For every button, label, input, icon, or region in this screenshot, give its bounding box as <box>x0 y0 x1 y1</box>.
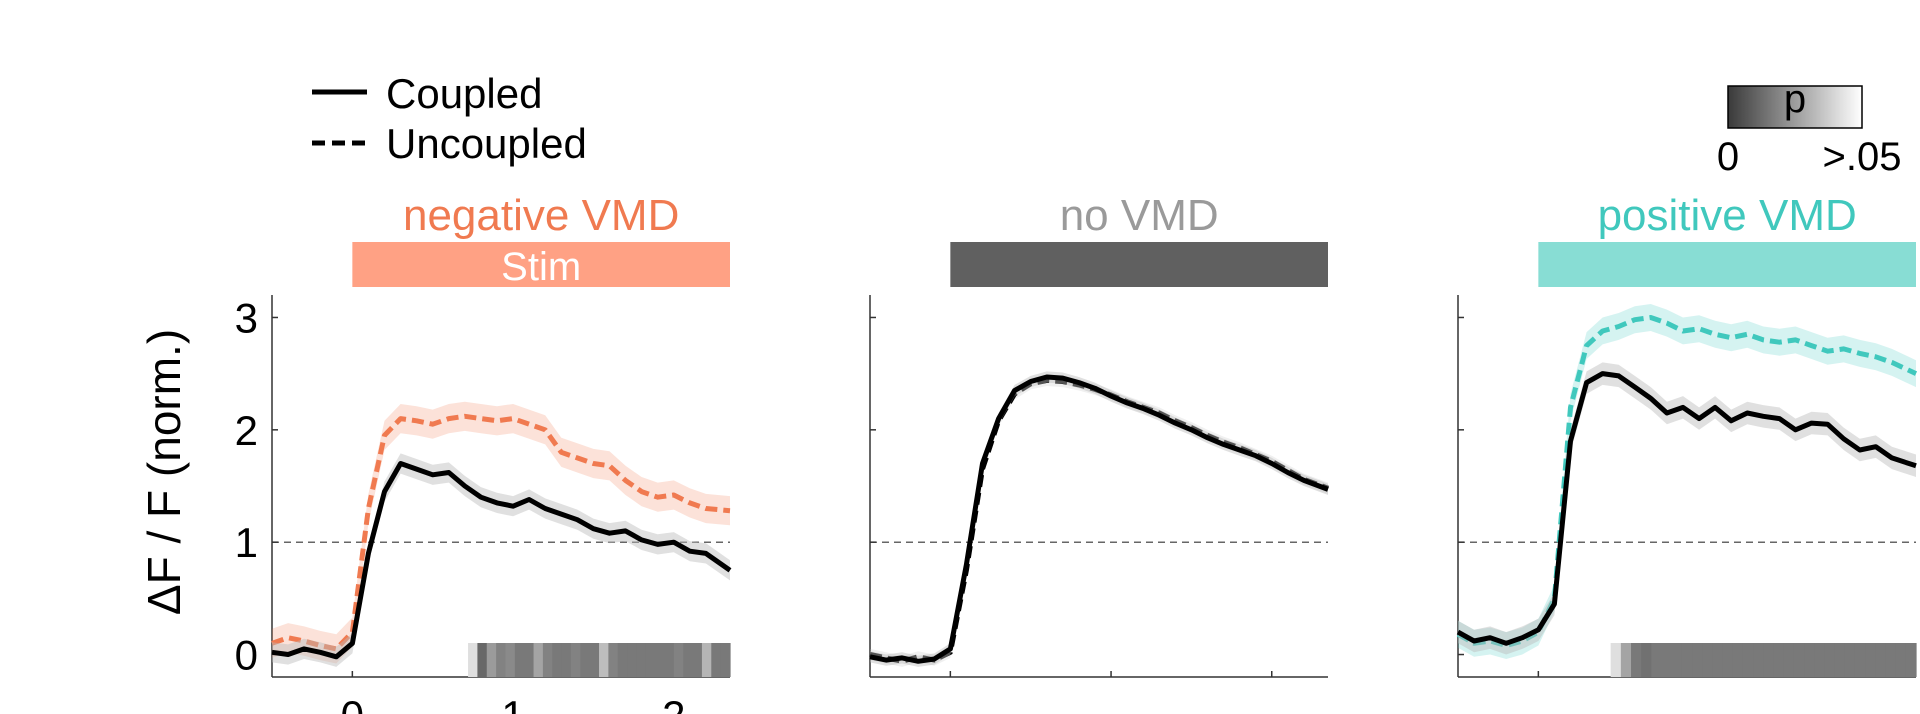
pvalue-cell <box>1895 643 1907 677</box>
pvalue-cell <box>580 643 591 677</box>
pvalue-cell <box>1620 643 1632 677</box>
pvalue-cell <box>1844 643 1856 677</box>
series-line-coupled <box>271 461 732 660</box>
pvalue-cell <box>496 643 507 677</box>
pvalue-cell <box>692 643 703 677</box>
pvalue-cell <box>1681 643 1693 677</box>
sem-band-coupled <box>272 453 730 667</box>
pvalue-min-label: 0 <box>1717 135 1739 179</box>
pvalue-cell <box>1641 643 1652 677</box>
pvalue-cell <box>505 643 516 677</box>
x-tick-label: 0 <box>341 692 364 714</box>
pvalue-cell <box>1834 643 1846 677</box>
pvalue-cell <box>711 643 722 677</box>
panel-negative-vmd: negative VMD Stim 0 1 2 3 0 1 2 <box>235 191 732 714</box>
pvalue-cell <box>552 643 563 677</box>
series-line-coupled <box>869 374 1329 664</box>
panel-title: negative VMD <box>403 191 679 240</box>
pvalue-cell <box>1865 643 1876 677</box>
sem-band-uncoupled <box>870 374 1328 667</box>
pvalue-cell <box>1753 643 1764 677</box>
pvalue-gradient <box>1727 85 1863 129</box>
panel-title: no VMD <box>1060 191 1219 240</box>
pvalue-cell <box>542 643 553 677</box>
y-tick-label: 1 <box>235 519 258 566</box>
pvalue-cell <box>627 643 638 677</box>
panel-positive-vmd: positive VMD <box>1456 191 1918 678</box>
y-tick-label: 2 <box>235 407 258 454</box>
stim-bar <box>950 242 1328 287</box>
pvalue-cell <box>477 643 488 677</box>
pvalue-cell <box>1793 643 1805 677</box>
stim-label: Stim <box>501 245 581 289</box>
legend-uncoupled-label: Uncoupled <box>386 120 587 167</box>
sem-band-uncoupled <box>1458 304 1916 659</box>
pvalue-cell <box>1854 643 1866 677</box>
pvalue-cell <box>1722 643 1734 677</box>
pvalue-cell <box>589 643 600 677</box>
series-line-uncoupled <box>1456 315 1918 648</box>
pvalue-colorbar: p 0 >.05 <box>1717 77 1902 179</box>
pvalue-cell <box>645 643 656 677</box>
pvalue-max-label: >.05 <box>1823 135 1902 179</box>
legend-coupled-label: Coupled <box>386 70 542 117</box>
stim-bar <box>352 242 730 287</box>
series-line-uncoupled <box>869 377 1329 664</box>
pvalue-cell <box>570 643 581 677</box>
pvalue-cell <box>1692 643 1703 677</box>
x-tick-label: 1 <box>501 692 524 714</box>
pvalue-cell <box>1773 643 1785 677</box>
pvalue-label: p <box>1784 77 1806 121</box>
series-line-uncoupled <box>271 413 731 652</box>
pvalue-cell <box>1814 643 1825 677</box>
pvalue-cell <box>664 643 675 677</box>
x-tick-label: 2 <box>662 692 685 714</box>
pvalue-cell <box>1783 643 1795 677</box>
stim-bar <box>1538 242 1916 287</box>
pvalue-cell <box>1631 643 1642 677</box>
pvalue-cell <box>1671 643 1683 677</box>
pvalue-cell <box>1651 643 1663 677</box>
sem-band-uncoupled <box>272 401 730 664</box>
pvalue-cell <box>599 643 609 677</box>
pvalue-cell <box>1824 643 1836 677</box>
pvalue-cell <box>468 643 479 677</box>
panel-no-vmd: no VMD <box>869 191 1329 678</box>
pvalue-cell <box>636 643 647 677</box>
y-tick-label: 0 <box>235 632 258 679</box>
pvalue-cell <box>608 643 619 677</box>
pvalue-cell <box>683 643 694 677</box>
y-tick-label: 3 <box>235 294 258 341</box>
pvalue-cell <box>617 643 628 677</box>
pvalue-cell <box>701 643 712 677</box>
pvalue-cell <box>1905 643 1917 677</box>
pvalue-cell <box>524 643 535 677</box>
pvalue-cell <box>1661 643 1673 677</box>
pvalue-cell <box>1875 643 1887 677</box>
series-line-coupled <box>1456 371 1917 646</box>
pvalue-cell <box>655 643 666 677</box>
sem-band-coupled <box>870 371 1328 667</box>
pvalue-cell <box>673 643 684 677</box>
panels: negative VMD Stim 0 1 2 3 0 1 2 no VMD positive VM… <box>235 191 1918 714</box>
pvalue-cell <box>1712 643 1724 677</box>
sem-band-coupled <box>1458 362 1916 655</box>
panel-title: positive VMD <box>1598 191 1857 240</box>
pvalue-cell <box>1742 643 1754 677</box>
pvalue-cell <box>561 643 572 677</box>
pvalue-cell <box>1702 643 1714 677</box>
pvalue-cell <box>514 643 525 677</box>
pvalue-cell <box>1610 643 1622 677</box>
legend: Coupled Uncoupled <box>312 70 587 167</box>
pvalue-cell <box>1804 643 1815 677</box>
pvalue-cell <box>1763 643 1775 677</box>
pvalue-cell <box>1885 643 1897 677</box>
pvalue-cell <box>533 643 544 677</box>
pvalue-cell <box>1732 643 1744 677</box>
y-axis-label: ΔF / F (norm.) <box>138 329 190 615</box>
pvalue-cell <box>486 643 497 677</box>
pvalue-cell <box>720 643 731 677</box>
